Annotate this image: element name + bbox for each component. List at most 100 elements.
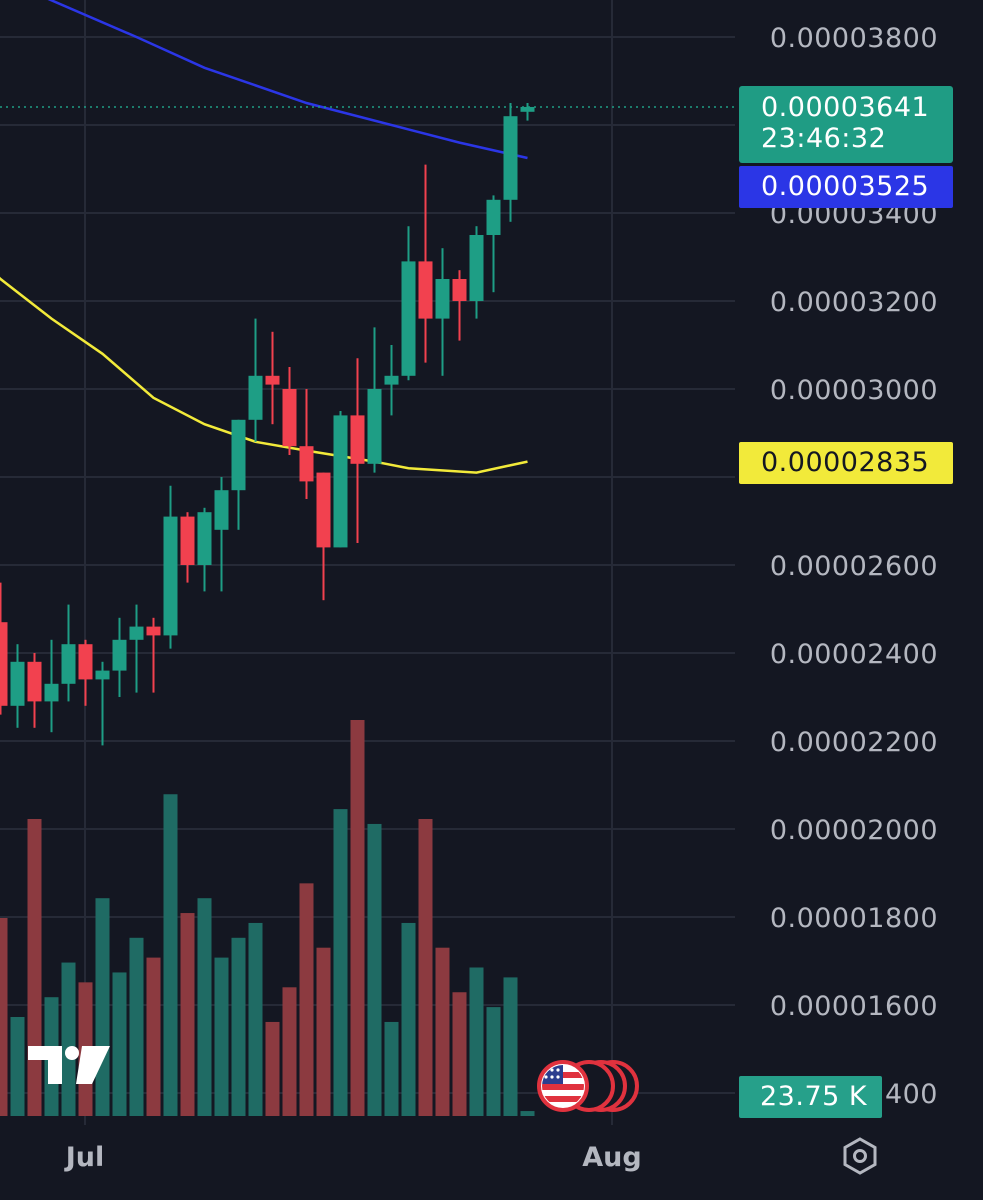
- volume-bar: [163, 794, 178, 1116]
- volume-bar: [248, 922, 263, 1116]
- volume-bar: [180, 913, 195, 1116]
- candle: [197, 507, 212, 592]
- candle-body: [163, 516, 178, 636]
- candle: [384, 345, 399, 416]
- price-tick-label: 400: [885, 1079, 938, 1110]
- candle-body: [231, 419, 246, 491]
- candle: [265, 331, 280, 425]
- candle: [435, 248, 450, 376]
- candle-body: [27, 661, 42, 702]
- price-tick-label: 0.00002600: [770, 551, 938, 582]
- volume-bars: [0, 720, 535, 1116]
- candle-body: [299, 446, 314, 482]
- candle: [180, 512, 195, 583]
- candle-body: [44, 683, 59, 702]
- candle-body: [452, 279, 467, 301]
- volume-bar: [265, 1021, 280, 1116]
- volume-bar: [112, 972, 127, 1116]
- volume-bar: [299, 883, 314, 1116]
- candle: [503, 103, 518, 222]
- volume-bar: [469, 967, 484, 1116]
- moving-averages: [0, 0, 528, 474]
- candle: [486, 195, 501, 293]
- candle-body: [265, 375, 280, 385]
- price-tick-label: 0.00002400: [770, 639, 938, 670]
- candle-body: [520, 106, 535, 112]
- time-tick-label: Aug: [582, 1142, 641, 1173]
- volume-bar: [418, 819, 433, 1116]
- volume-bar: [61, 962, 76, 1116]
- candle-body: [146, 626, 161, 636]
- candle-body: [95, 670, 110, 680]
- price-tick-label: 0.00002200: [770, 727, 938, 758]
- us-flag-event-icons[interactable]: [533, 1058, 643, 1114]
- ma-yellow-line: [0, 276, 528, 474]
- volume-bar: [214, 957, 229, 1116]
- volume-bar: [520, 1111, 535, 1116]
- volume-bar: [435, 947, 450, 1116]
- candle-body: [197, 512, 212, 565]
- ma-blue-tag: 0.00003525: [739, 166, 953, 208]
- candle: [282, 367, 297, 455]
- ma-blue-line: [47, 0, 528, 160]
- candle: [452, 270, 467, 341]
- candle: [367, 327, 382, 473]
- candle-body: [435, 279, 450, 319]
- settings-hexagon-icon[interactable]: [840, 1136, 880, 1176]
- candle: [0, 582, 8, 715]
- candle: [214, 477, 229, 592]
- candle: [146, 617, 161, 693]
- volume-bar: [503, 977, 518, 1116]
- tradingview-logo-icon[interactable]: [26, 1040, 112, 1090]
- candle: [129, 604, 144, 693]
- candle-body: [10, 661, 25, 706]
- candle-countdown: 23:46:32: [761, 123, 887, 154]
- candle: [78, 639, 93, 706]
- candle: [95, 661, 110, 746]
- candle-body: [350, 415, 365, 464]
- candle: [44, 639, 59, 733]
- volume-bar: [384, 1021, 399, 1116]
- volume-bar: [231, 937, 246, 1116]
- volume-bar: [129, 937, 144, 1116]
- volume-bar: [333, 809, 348, 1116]
- candle-body: [248, 375, 263, 420]
- candle: [231, 419, 246, 530]
- candle-body: [333, 415, 348, 548]
- candle: [61, 604, 76, 702]
- candle: [299, 389, 314, 499]
- candle: [350, 358, 365, 543]
- candle-body: [0, 622, 8, 706]
- candle: [112, 617, 127, 697]
- candle: [248, 318, 263, 442]
- candle-body: [214, 490, 229, 530]
- candle: [10, 644, 25, 728]
- volume-bar: [282, 987, 297, 1116]
- time-axis: Jul Aug: [64, 1142, 642, 1173]
- price-tick-label: 0.00003000: [770, 375, 938, 406]
- candle: [27, 653, 42, 728]
- time-tick-label: Jul: [64, 1142, 105, 1173]
- price-tick-label: 0.00001600: [770, 991, 938, 1022]
- volume-bar: [486, 1007, 501, 1116]
- candle: [418, 164, 433, 363]
- volume-bar: [401, 922, 416, 1116]
- candle-body: [418, 261, 433, 319]
- volume-bar: [27, 819, 42, 1116]
- candle-body: [282, 389, 297, 447]
- candle-body: [401, 261, 416, 376]
- ma-yellow-tag: 0.00002835: [739, 442, 953, 484]
- candle: [333, 411, 348, 548]
- volume-bar: [452, 992, 467, 1116]
- candle-body: [367, 389, 382, 464]
- candle-body: [316, 472, 331, 548]
- candle: [316, 472, 331, 601]
- price-tick-label: 0.00001800: [770, 903, 938, 934]
- candle-body: [180, 516, 195, 565]
- candle-body: [112, 639, 127, 671]
- volume-bar: [316, 947, 331, 1116]
- last-price-tag: 0.00003641 23:46:32: [739, 86, 953, 163]
- candles: [0, 103, 535, 746]
- last-price-value: 0.00003641: [761, 92, 930, 123]
